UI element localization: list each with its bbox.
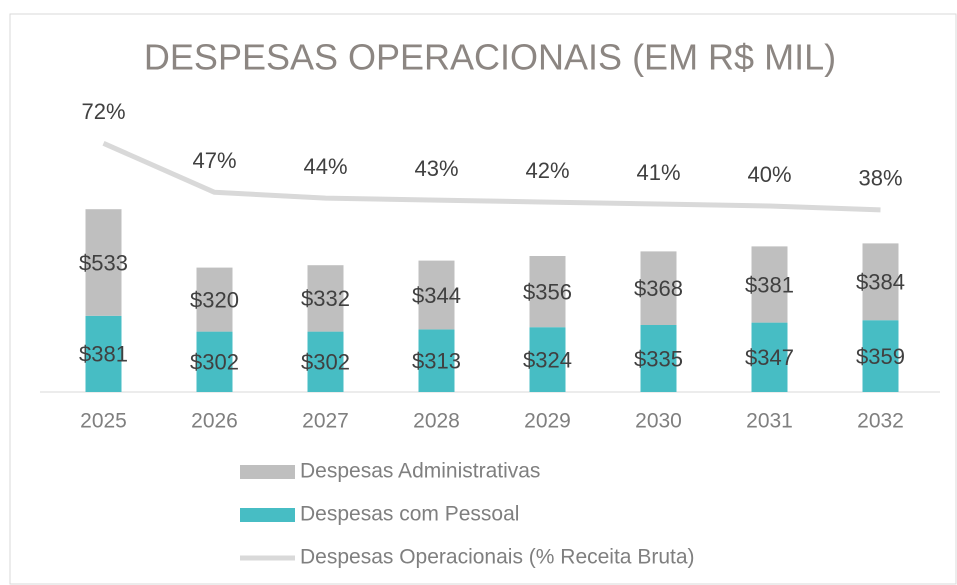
legend-label: Despesas com Pessoal <box>300 503 519 526</box>
legend-label: Despesas Operacionais (% Receita Bruta) <box>300 546 695 569</box>
bar-value-label: $335 <box>634 346 683 371</box>
bar-segment <box>640 251 677 325</box>
bar-segment <box>418 260 455 330</box>
bar-segment <box>196 267 233 332</box>
line-value-label: 42% <box>525 158 569 183</box>
bar-value-label: $533 <box>79 250 128 275</box>
chart-frame <box>9 13 957 585</box>
bar-segment <box>85 315 122 392</box>
line-value-label: 43% <box>414 156 458 181</box>
chart-title: DESPESAS OPERACIONAIS (EM R$ MIL) <box>144 37 836 78</box>
line-series <box>102 141 881 213</box>
x-tick-label: 2028 <box>413 410 460 433</box>
line-value-label: 72% <box>81 99 125 124</box>
bar-value-label: $384 <box>856 270 905 295</box>
bar-segment <box>307 331 344 392</box>
bar-segment <box>751 246 788 323</box>
bar-value-label: $302 <box>301 350 350 375</box>
bar-segment <box>85 209 122 316</box>
line-value-label: 44% <box>303 154 347 179</box>
bar-value-label: $344 <box>412 283 461 308</box>
bar-segment <box>418 329 455 392</box>
bar-value-label: $313 <box>412 349 461 374</box>
legend-label: Despesas Administrativas <box>300 460 540 483</box>
x-tick-label: 2031 <box>746 410 793 433</box>
line-value-label: 38% <box>858 166 902 191</box>
bar-segment <box>640 325 677 392</box>
x-tick-label: 2027 <box>302 410 349 433</box>
x-tick-label: 2029 <box>524 410 571 433</box>
line-value-label: 47% <box>192 148 236 173</box>
line-value-label: 41% <box>636 160 680 185</box>
bar-value-label: $356 <box>523 279 572 304</box>
x-tick-label: 2032 <box>857 410 904 433</box>
bar-value-label: $347 <box>745 345 794 370</box>
bar-segment <box>529 327 566 392</box>
legend-swatch <box>240 508 295 522</box>
x-tick-label: 2030 <box>635 410 682 433</box>
bar-segment <box>196 331 233 392</box>
bar-segment <box>529 256 566 328</box>
x-tick-label: 2026 <box>191 410 238 433</box>
bar-value-label: $324 <box>523 347 572 372</box>
bar-value-label: $320 <box>190 287 239 312</box>
bar-segment <box>862 320 899 392</box>
bar-value-label: $302 <box>190 350 239 375</box>
legend-swatch <box>240 465 295 479</box>
bar-value-label: $332 <box>301 286 350 311</box>
line-value-label: 40% <box>747 162 791 187</box>
x-tick-label: 2025 <box>80 410 127 433</box>
bar-value-label: $359 <box>856 344 905 369</box>
bar-value-label: $381 <box>745 272 794 297</box>
bar-segment <box>862 243 899 321</box>
bar-value-label: $368 <box>634 276 683 301</box>
bar-segment <box>751 322 788 392</box>
bar-segment <box>307 265 344 332</box>
bar-value-label: $381 <box>79 342 128 367</box>
